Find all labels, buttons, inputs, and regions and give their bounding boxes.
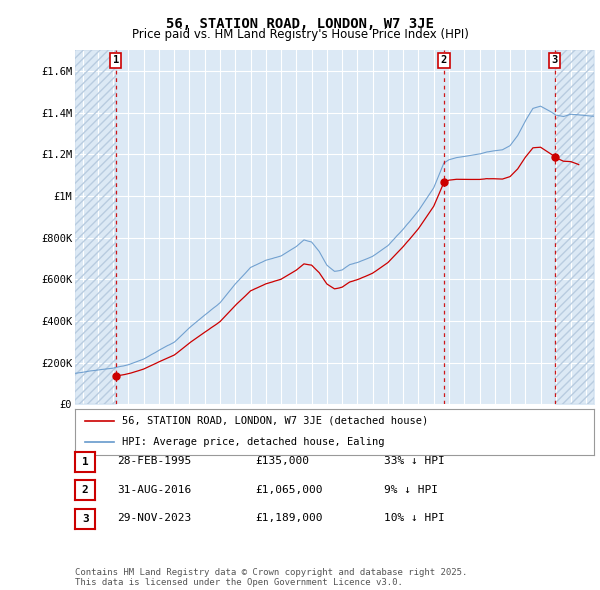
Text: 2: 2: [441, 55, 447, 65]
Text: 29-NOV-2023: 29-NOV-2023: [117, 513, 191, 523]
Text: 3: 3: [551, 55, 558, 65]
Text: 33% ↓ HPI: 33% ↓ HPI: [384, 457, 445, 466]
Text: £135,000: £135,000: [255, 457, 309, 466]
Text: Price paid vs. HM Land Registry's House Price Index (HPI): Price paid vs. HM Land Registry's House …: [131, 28, 469, 41]
Text: 1: 1: [113, 55, 119, 65]
Text: Contains HM Land Registry data © Crown copyright and database right 2025.
This d: Contains HM Land Registry data © Crown c…: [75, 568, 467, 587]
Text: 56, STATION ROAD, LONDON, W7 3JE: 56, STATION ROAD, LONDON, W7 3JE: [166, 17, 434, 31]
Text: £1,065,000: £1,065,000: [255, 485, 323, 494]
Text: 3: 3: [82, 514, 89, 523]
Text: HPI: Average price, detached house, Ealing: HPI: Average price, detached house, Eali…: [122, 437, 384, 447]
Text: £1,189,000: £1,189,000: [255, 513, 323, 523]
Text: 1: 1: [82, 457, 89, 467]
Text: 9% ↓ HPI: 9% ↓ HPI: [384, 485, 438, 494]
Text: 56, STATION ROAD, LONDON, W7 3JE (detached house): 56, STATION ROAD, LONDON, W7 3JE (detach…: [122, 416, 428, 426]
Text: 28-FEB-1995: 28-FEB-1995: [117, 457, 191, 466]
Text: 10% ↓ HPI: 10% ↓ HPI: [384, 513, 445, 523]
Text: 31-AUG-2016: 31-AUG-2016: [117, 485, 191, 494]
Text: 2: 2: [82, 486, 89, 495]
